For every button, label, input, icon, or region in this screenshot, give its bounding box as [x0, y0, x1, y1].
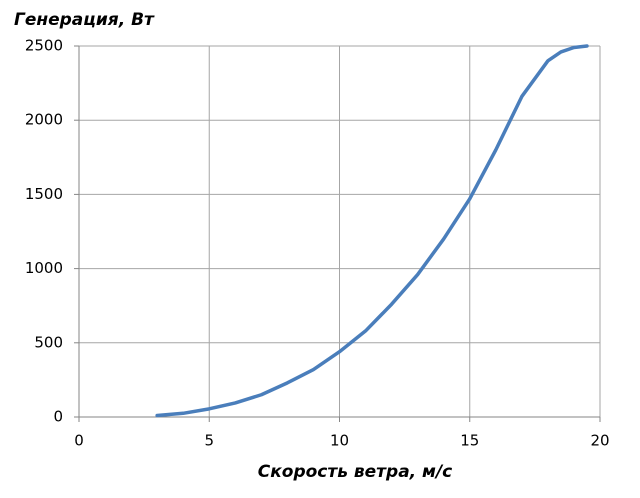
data-line — [155, 44, 589, 418]
y-tick-label: 1000 — [25, 259, 63, 277]
x-tick-label: 20 — [590, 432, 609, 450]
y-tick-label: 0 — [53, 408, 63, 426]
y-tick-label: 2500 — [25, 37, 63, 55]
x-tick-label: 0 — [74, 432, 84, 450]
x-tick-label: 10 — [330, 432, 349, 450]
y-tick-label: 2000 — [25, 111, 63, 129]
x-tick-label: 15 — [460, 432, 479, 450]
y-tick-label: 1500 — [25, 185, 63, 203]
x-axis-label: Скорость ветра, м/с — [258, 462, 452, 482]
x-tick-label: 5 — [204, 432, 214, 450]
y-tick-label: 500 — [34, 333, 63, 351]
y-axis-label: Генерация, Вт — [14, 10, 155, 30]
